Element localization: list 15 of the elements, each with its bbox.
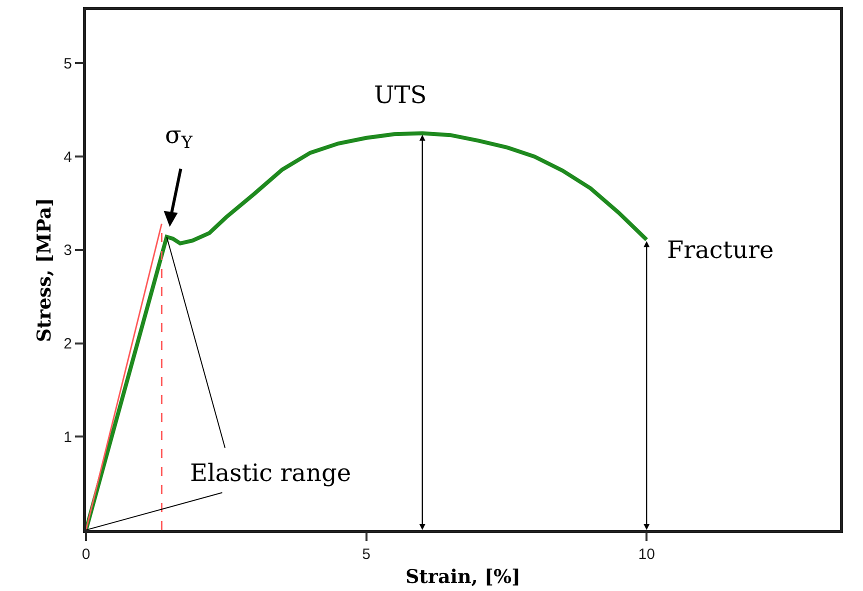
y-tick-label: 1 <box>64 428 72 446</box>
line-series <box>86 131 649 530</box>
x-tick-label: 10 <box>638 546 655 563</box>
annotation: σ$_{Y}$ <box>165 121 194 152</box>
annotation: UTS <box>374 81 427 109</box>
annotation: Elastic range <box>190 459 352 487</box>
x-axis-title: Strain, [%] <box>405 566 521 588</box>
x-tick-label: 5 <box>362 546 370 563</box>
x-tick-label: 0 <box>82 546 90 563</box>
annotation: Fracture <box>667 236 774 264</box>
y-tick-label: 5 <box>64 55 72 72</box>
y-tick-label: 4 <box>64 148 72 166</box>
y-axis-title: Stress, [MPa] <box>34 198 56 342</box>
y-tick-label: 2 <box>64 336 72 353</box>
y-tick-label: 3 <box>64 242 72 260</box>
